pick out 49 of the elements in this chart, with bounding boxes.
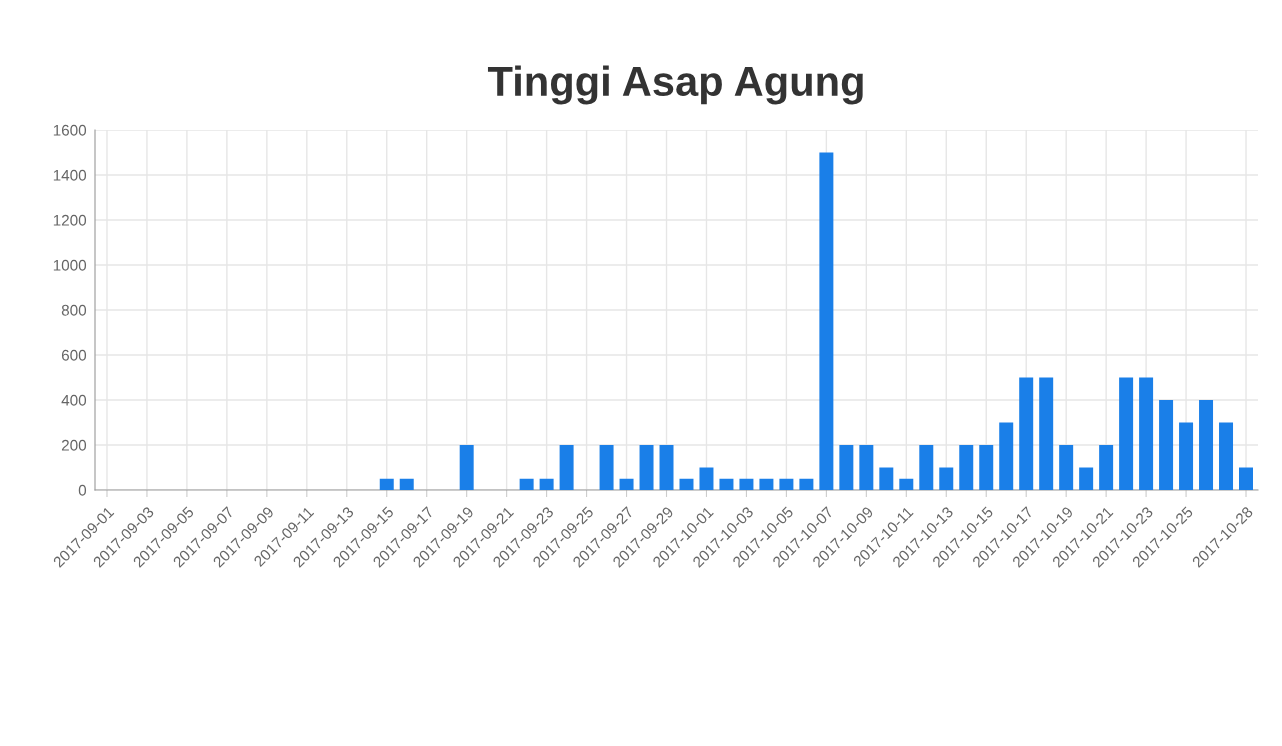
y-tick-label: 600 [61,349,87,361]
y-tick-label: 1000 [53,259,87,271]
bar [759,478,774,490]
bar [1039,377,1054,490]
bar [819,152,834,490]
y-tick-label: 0 [78,484,87,496]
y-tick-label: 800 [61,304,87,316]
bar [799,478,814,490]
y-tick-label: 400 [61,394,87,406]
bar [699,467,714,490]
bar [1179,422,1194,490]
bar [619,478,634,490]
bar [939,467,954,490]
chart-title: Tinggi Asap Agung [487,65,863,105]
bar [959,445,974,490]
bar [459,445,474,490]
bar [1239,467,1253,490]
bar [639,445,654,490]
bar [599,445,614,490]
y-tick-label: 1400 [53,169,87,181]
bar [979,445,994,490]
bar [1099,445,1114,490]
bar [839,445,854,490]
bar [539,478,554,490]
bar [1139,377,1154,490]
bar [739,478,754,490]
bar [719,478,734,490]
bar [879,467,894,490]
bar [1159,400,1174,490]
y-tick-label: 200 [61,439,87,451]
bar [1019,377,1034,490]
bar [919,445,934,490]
y-tick-label: 1600 [53,124,87,136]
bar [679,478,694,490]
bar [1059,445,1074,490]
y-tick-label: 1200 [53,214,87,226]
bar [1219,422,1234,490]
bar [519,478,534,490]
bar [659,445,674,490]
bar [1079,467,1094,490]
bar [999,422,1014,490]
bar [899,478,914,490]
bar [1199,400,1214,490]
bar [859,445,874,490]
bar [779,478,794,490]
bar [379,478,394,490]
bar [1119,377,1134,490]
bar [399,478,414,490]
bar [559,445,574,490]
